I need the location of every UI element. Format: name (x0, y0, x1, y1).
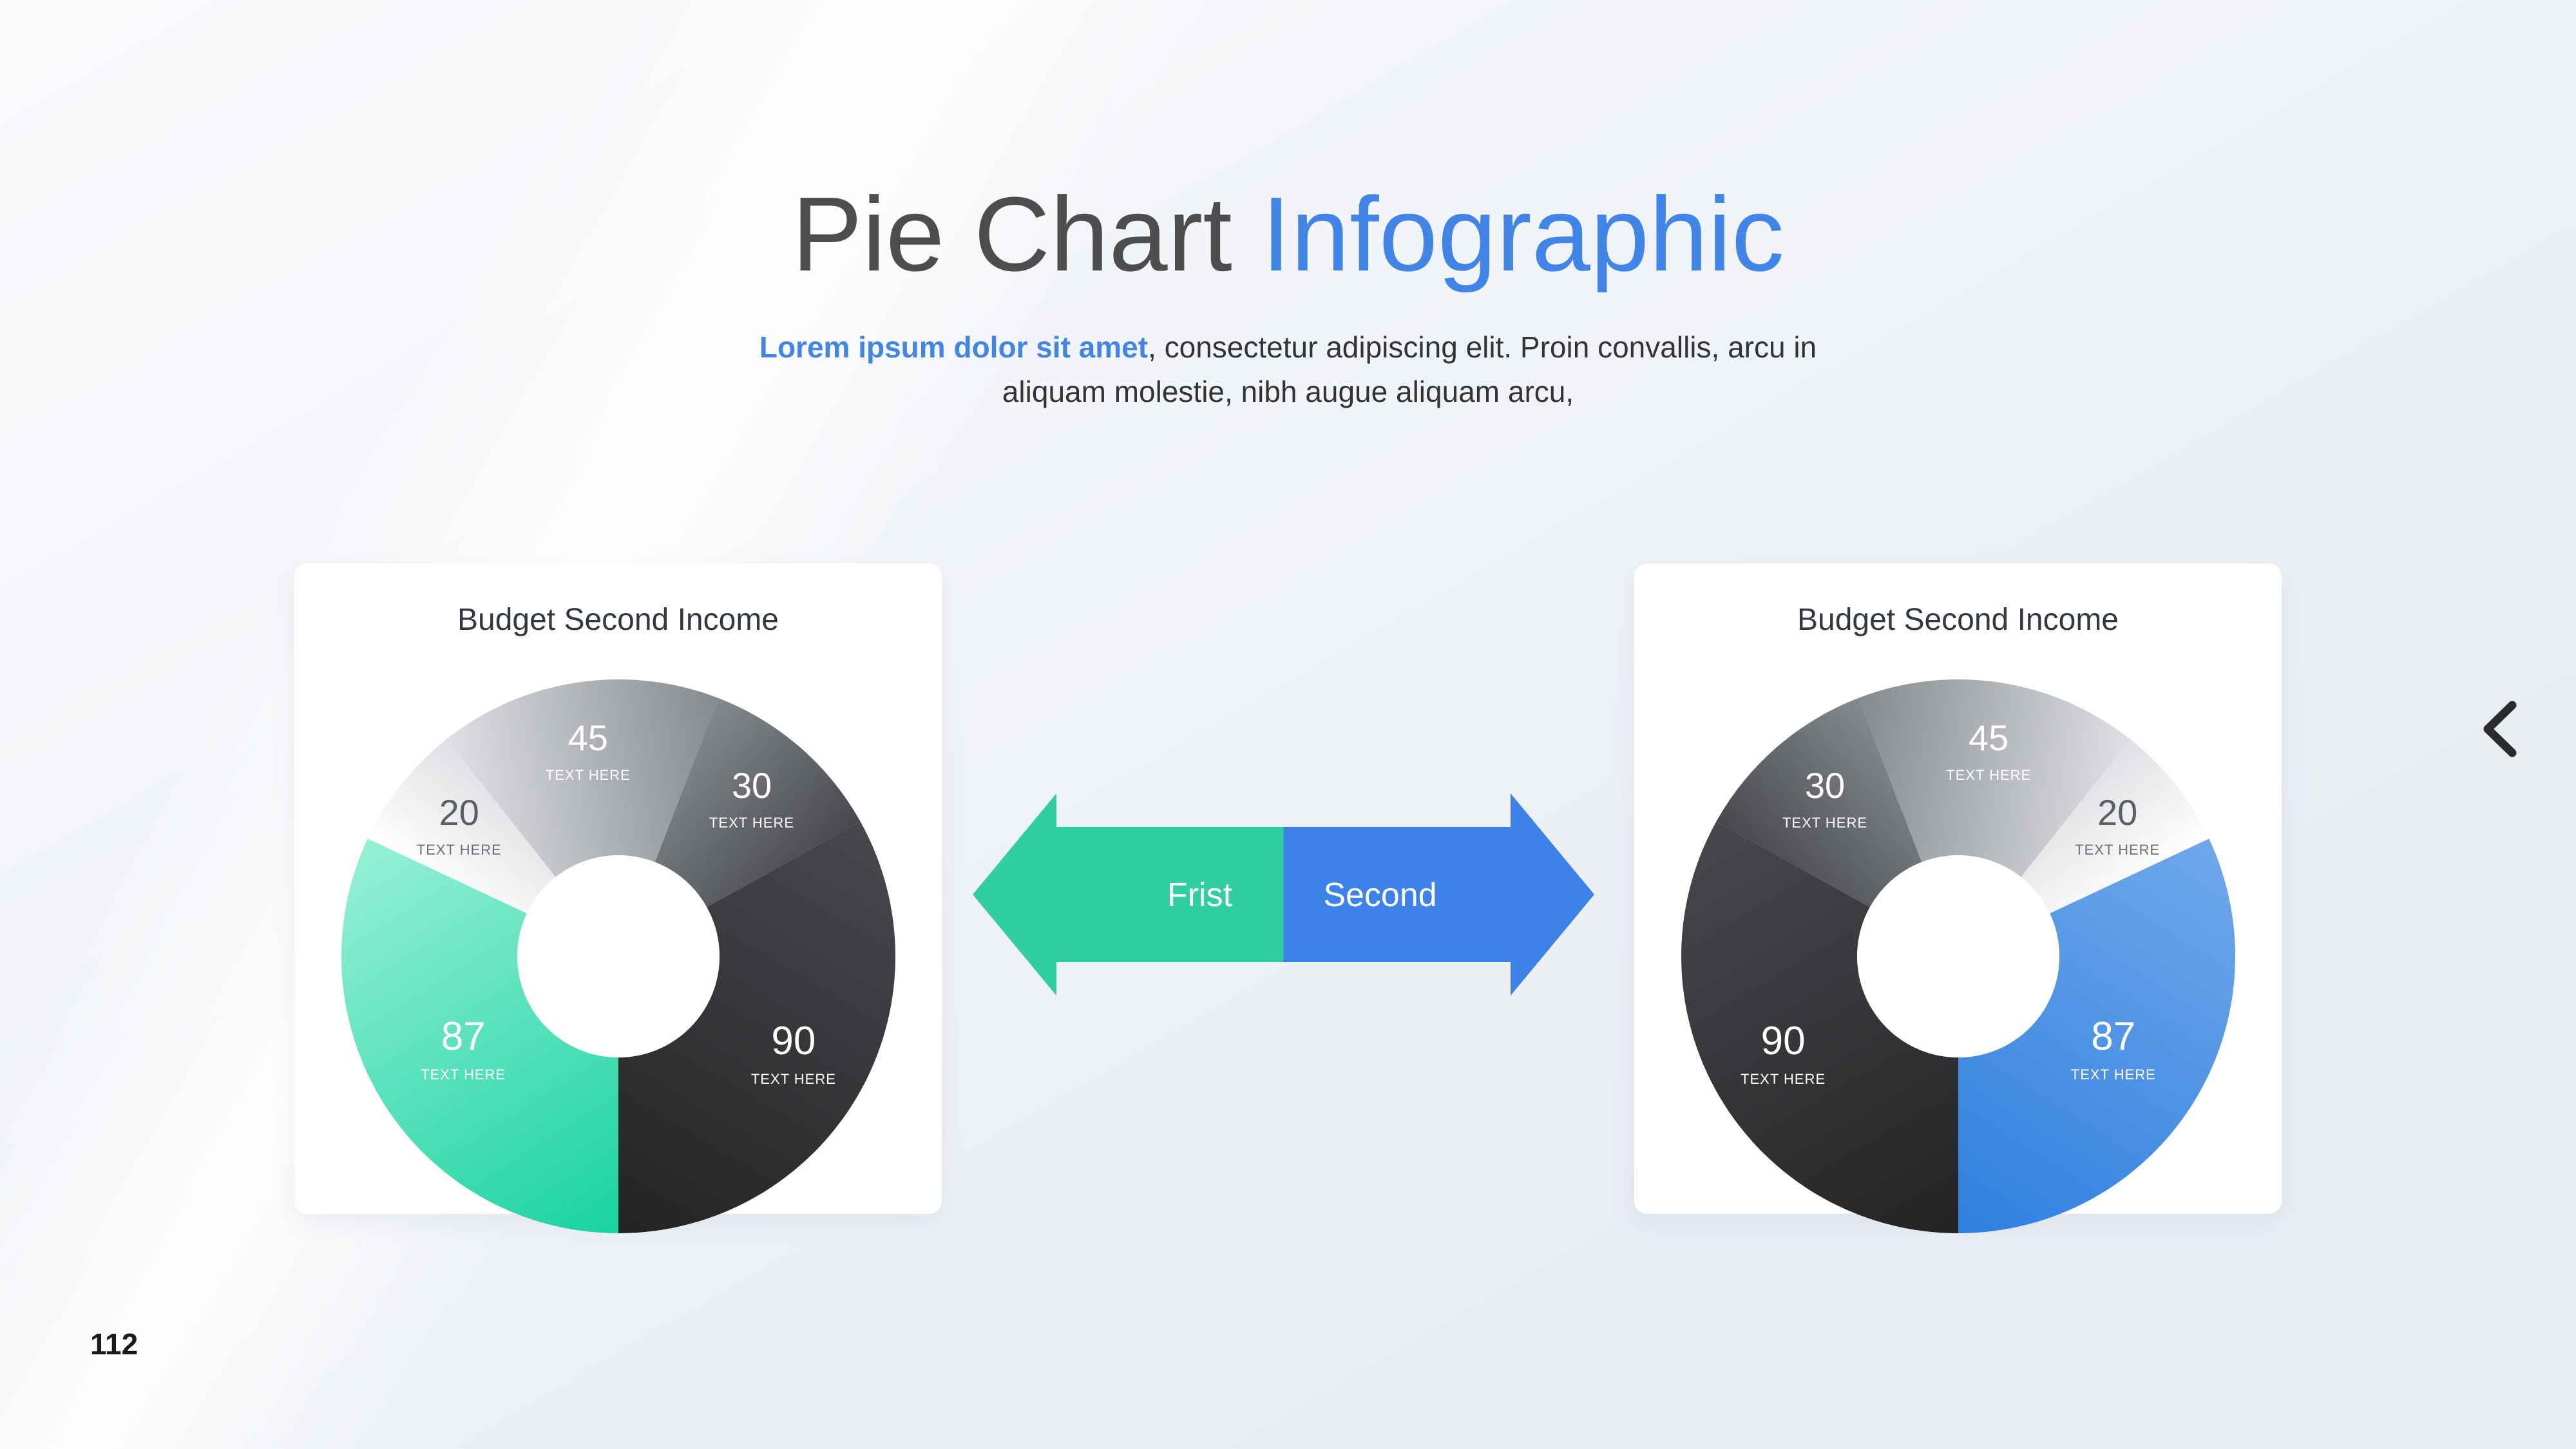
svg-text:20: 20 (439, 792, 479, 833)
svg-text:TEXT HERE: TEXT HERE (546, 767, 631, 783)
svg-text:90: 90 (1761, 1019, 1806, 1063)
svg-text:TEXT HERE: TEXT HERE (417, 842, 502, 858)
svg-text:TEXT HERE: TEXT HERE (421, 1066, 506, 1083)
svg-text:Second: Second (1323, 876, 1436, 914)
svg-text:TEXT HERE: TEXT HERE (2075, 842, 2160, 858)
svg-text:TEXT HERE: TEXT HERE (2071, 1066, 2156, 1083)
svg-text:45: 45 (1969, 717, 2008, 758)
svg-text:TEXT HERE: TEXT HERE (709, 815, 794, 831)
svg-text:TEXT HERE: TEXT HERE (1782, 815, 1867, 831)
svg-text:87: 87 (441, 1014, 486, 1059)
svg-text:TEXT HERE: TEXT HERE (751, 1071, 836, 1087)
svg-text:Frist: Frist (1167, 876, 1233, 914)
svg-text:TEXT HERE: TEXT HERE (1741, 1071, 1826, 1087)
svg-text:20: 20 (2097, 792, 2137, 833)
svg-text:45: 45 (568, 717, 608, 758)
svg-text:30: 30 (732, 765, 772, 806)
svg-text:87: 87 (2091, 1014, 2135, 1059)
svg-text:30: 30 (1805, 765, 1845, 806)
svg-text:90: 90 (771, 1019, 816, 1063)
svg-text:TEXT HERE: TEXT HERE (1946, 767, 2031, 783)
